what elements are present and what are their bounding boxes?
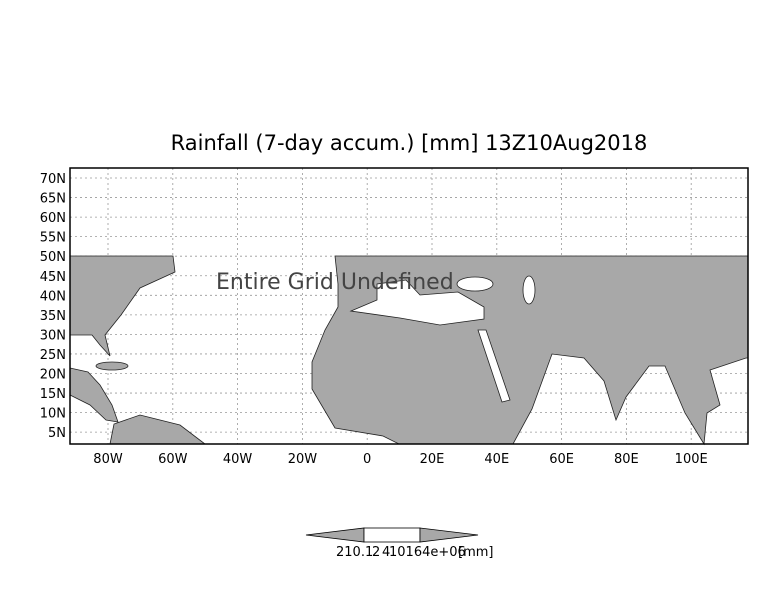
lon-label: 80E — [614, 452, 639, 467]
mediterranean — [349, 279, 485, 326]
lon-label: 0 — [363, 452, 371, 467]
lat-label: 30N — [40, 328, 66, 343]
water — [349, 275, 536, 403]
colorbar-label: 4 — [382, 545, 390, 560]
lat-label: 65N — [40, 192, 66, 207]
lon-label: 60E — [549, 452, 574, 467]
lat-label: 40N — [40, 289, 66, 304]
red-sea — [477, 329, 511, 403]
lat-label: 70N — [40, 172, 66, 187]
colorbar-high — [419, 527, 479, 543]
colorbar-box — [363, 527, 421, 543]
lat-label: 20N — [40, 368, 66, 383]
lat-label: 15N — [40, 387, 66, 402]
lon-label: 40E — [484, 452, 509, 467]
cuba — [95, 361, 129, 371]
lat-label: 60N — [40, 211, 66, 226]
lat-label: 10N — [40, 407, 66, 422]
lon-label: 60W — [158, 452, 188, 467]
lat-label: 35N — [40, 309, 66, 324]
lon-label: 40W — [223, 452, 253, 467]
map-title: Rainfall (7-day accum.) [mm] 13Z10Aug201… — [171, 131, 648, 155]
colorbar-label: 2 — [372, 545, 380, 560]
north-america — [69, 255, 176, 357]
central-america — [69, 367, 119, 423]
overlay-text: Entire Grid Undefined — [216, 270, 454, 295]
lat-label: 55N — [40, 231, 66, 246]
colorbar-label: 210.1 — [336, 545, 373, 560]
colorbar-label: 10164e+06 — [389, 545, 466, 560]
lat-label: 50N — [40, 250, 66, 265]
lat-labels: 70N 65N 60N 55N 50N 45N 40N 35N 30N 25N 20N 15N 10N 5… — [40, 172, 66, 441]
lon-label: 20E — [420, 452, 445, 467]
lon-label: 80W — [93, 452, 123, 467]
colorbar-label: [mm] — [458, 545, 493, 560]
lat-label: 45N — [40, 270, 66, 285]
black-sea — [456, 276, 494, 292]
lat-label: 5N — [48, 426, 66, 441]
lon-labels: 80W 60W 40W 20W 0 20E 40E 60E 80E 100E — [93, 452, 707, 467]
caspian-sea — [522, 275, 536, 305]
lon-label: 100E — [675, 452, 708, 467]
lat-label: 25N — [40, 348, 66, 363]
colorbar — [305, 527, 479, 543]
lon-label: 20W — [288, 452, 318, 467]
plot-frame — [69, 167, 749, 445]
